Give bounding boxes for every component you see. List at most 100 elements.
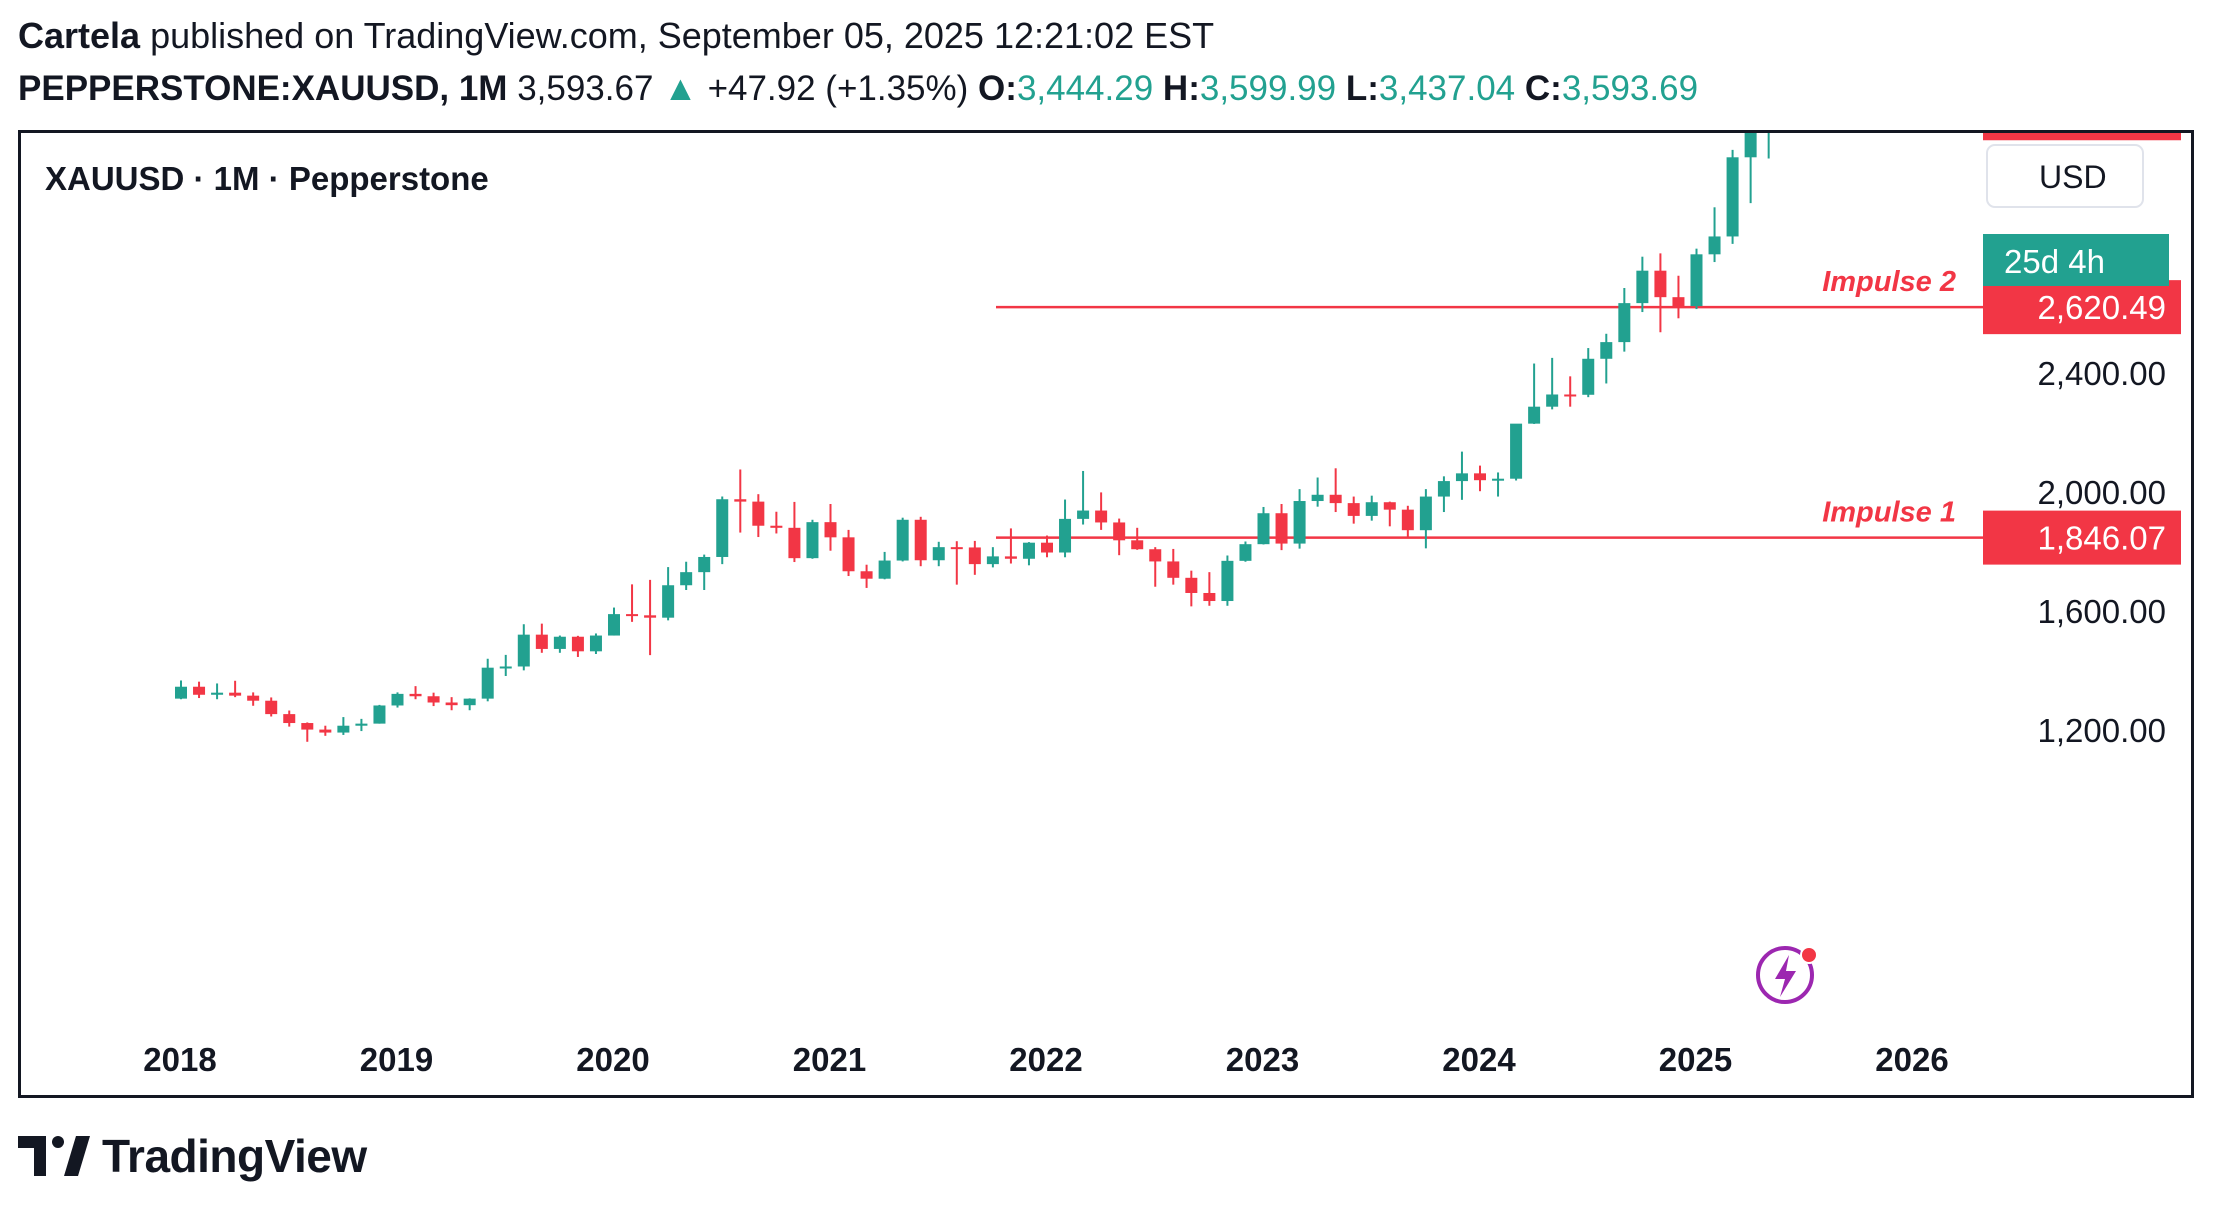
candle-2022-08[interactable]	[1167, 548, 1180, 585]
candle-2024-07[interactable]	[1582, 348, 1595, 398]
candle-2024-05[interactable]	[1546, 357, 1559, 410]
candle-2024-09[interactable]	[1618, 287, 1631, 352]
candle-2020-02[interactable]	[626, 584, 639, 622]
alert-icon[interactable]	[1756, 946, 1818, 1004]
candle-2018-05[interactable]	[247, 692, 260, 706]
currency-label[interactable]: USD	[2039, 159, 2107, 195]
candle-2021-01[interactable]	[824, 504, 837, 551]
candle-body	[1437, 481, 1450, 497]
candle-2021-04[interactable]	[878, 551, 891, 580]
candle-2019-11[interactable]	[571, 635, 584, 657]
candle-2019-03[interactable]	[427, 692, 440, 707]
candle-2025-01[interactable]	[1690, 248, 1703, 310]
candle-2022-09[interactable]	[1185, 570, 1198, 607]
candle-body	[698, 556, 711, 573]
candle-2023-05[interactable]	[1329, 468, 1342, 513]
candle-2022-01[interactable]	[1041, 535, 1053, 558]
candle-2020-04[interactable]	[662, 567, 675, 621]
candle-2018-11[interactable]	[355, 718, 368, 732]
candle-2020-05[interactable]	[680, 561, 693, 591]
candle-2018-07[interactable]	[283, 710, 296, 727]
candle-2024-08[interactable]	[1600, 333, 1613, 384]
candle-2023-06[interactable]	[1347, 496, 1360, 524]
candle-2020-10[interactable]	[770, 511, 783, 534]
candle-2023-04[interactable]	[1311, 477, 1324, 507]
candle-body	[391, 693, 404, 706]
candle-2024-06[interactable]	[1564, 376, 1577, 407]
author-name[interactable]: Cartela	[18, 15, 141, 56]
candle-2018-12[interactable]	[373, 704, 386, 724]
candle-2022-02[interactable]	[1059, 499, 1072, 558]
candle-2021-10[interactable]	[986, 547, 999, 568]
candle-2021-07[interactable]	[932, 541, 945, 567]
candle-2022-10[interactable]	[1203, 572, 1216, 606]
tradingview-logo[interactable]: TradingView	[18, 1128, 367, 1184]
candle-2018-04[interactable]	[229, 680, 242, 698]
candle-2021-05[interactable]	[896, 517, 909, 562]
candle-2018-08[interactable]	[301, 722, 314, 742]
candle-2023-10[interactable]	[1419, 489, 1432, 549]
candle-2020-12[interactable]	[806, 519, 819, 559]
candle-2020-08[interactable]	[734, 469, 747, 533]
candle-2022-06[interactable]	[1131, 527, 1144, 550]
candle-2022-11[interactable]	[1221, 555, 1234, 606]
candle-2024-11[interactable]	[1654, 253, 1667, 333]
candle-2023-12[interactable]	[1455, 451, 1468, 500]
candle-2019-10[interactable]	[553, 635, 566, 653]
candle-2018-02[interactable]	[193, 681, 206, 699]
candle-2021-02[interactable]	[842, 529, 855, 577]
candle-2020-11[interactable]	[788, 501, 801, 563]
candle-2019-02[interactable]	[409, 686, 422, 700]
candle-2018-09[interactable]	[319, 725, 332, 736]
candle-2022-05[interactable]	[1113, 518, 1126, 556]
candle-2024-03[interactable]	[1510, 423, 1523, 481]
candle-2025-03[interactable]	[1726, 149, 1739, 244]
candle-2023-07[interactable]	[1365, 495, 1378, 521]
candle-2020-03[interactable]	[644, 579, 657, 656]
candle-2021-09[interactable]	[968, 540, 981, 575]
candle-2021-12[interactable]	[1022, 542, 1035, 566]
candle-2021-08[interactable]	[950, 541, 963, 585]
candle-2024-12[interactable]	[1672, 275, 1685, 319]
candle-2019-08[interactable]	[517, 624, 530, 671]
candle-2025-05[interactable]	[1763, 133, 1775, 159]
candle-2023-01[interactable]	[1257, 506, 1270, 545]
currency-button[interactable]: USD	[1986, 144, 2144, 208]
candle-2018-06[interactable]	[265, 697, 278, 717]
candle-body	[409, 693, 422, 697]
candle-2019-01[interactable]	[391, 692, 404, 708]
candle-2019-04[interactable]	[445, 697, 458, 711]
candle-2018-03[interactable]	[211, 683, 224, 700]
candle-2023-08[interactable]	[1383, 501, 1396, 527]
candle-2024-10[interactable]	[1636, 256, 1649, 313]
candle-2023-09[interactable]	[1401, 505, 1414, 538]
candle-2019-09[interactable]	[535, 623, 548, 653]
candle-2023-03[interactable]	[1293, 489, 1306, 549]
candle-2020-07[interactable]	[716, 496, 729, 565]
candle-2019-07[interactable]	[499, 654, 512, 677]
candle-2018-10[interactable]	[337, 717, 350, 735]
candle-2020-09[interactable]	[752, 494, 765, 538]
candle-2022-12[interactable]	[1239, 541, 1252, 562]
candle-2019-06[interactable]	[481, 658, 494, 702]
candle-2021-06[interactable]	[914, 516, 927, 567]
candle-2025-04[interactable]	[1744, 133, 1757, 204]
candle-2023-11[interactable]	[1437, 476, 1450, 513]
candle-2022-07[interactable]	[1149, 547, 1162, 587]
candle-2025-02[interactable]	[1708, 207, 1721, 263]
candle-2020-06[interactable]	[698, 554, 711, 591]
candle-2022-03[interactable]	[1077, 470, 1090, 525]
candle-2018-01[interactable]	[175, 680, 187, 700]
candle-2024-02[interactable]	[1492, 472, 1505, 497]
candle-2024-04[interactable]	[1528, 363, 1541, 424]
candle-2020-01[interactable]	[608, 607, 620, 636]
candle-2019-12[interactable]	[589, 633, 602, 654]
candle-2021-03[interactable]	[860, 564, 873, 588]
candle-body	[1022, 542, 1035, 559]
candle-2019-05[interactable]	[463, 698, 476, 711]
candle-2024-01[interactable]	[1474, 465, 1486, 492]
candle-2023-02[interactable]	[1275, 504, 1288, 551]
candle-2021-11[interactable]	[1004, 528, 1017, 564]
candle-2022-04[interactable]	[1095, 492, 1108, 530]
